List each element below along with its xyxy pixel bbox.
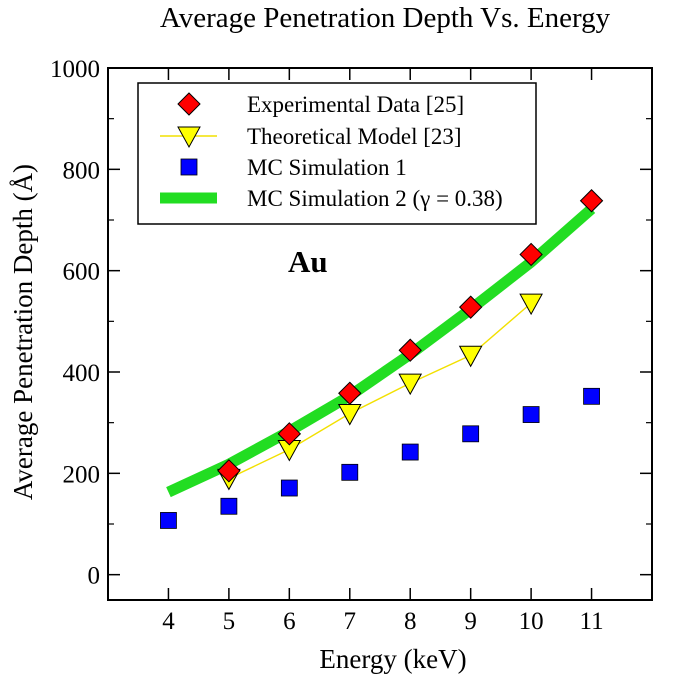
series-line-theoretical-model-23: [228, 302, 532, 480]
y-tick-label: 600: [63, 259, 101, 286]
point-mc-simulation-1-8: [401, 443, 419, 461]
point-mc-simulation-1-9: [462, 425, 480, 443]
y-tick-label: 800: [63, 157, 101, 184]
legend-marker-experimental-data-25: [177, 92, 201, 116]
x-tick-label: 4: [162, 608, 175, 635]
y-tick-label: 200: [63, 461, 101, 488]
legend-label-mc-simulation-1: MC Simulation 1: [247, 155, 407, 180]
point-mc-simulation-1-4: [160, 512, 177, 529]
plot-frame: [107, 67, 653, 601]
x-tick-label: 5: [223, 608, 236, 635]
chart-title: Average Penetration Depth Vs. Energy: [160, 2, 611, 34]
annotation-au: Au: [288, 244, 328, 279]
x-tick-label: 10: [519, 608, 544, 635]
x-tick-label: 6: [283, 608, 296, 635]
y-axis-label: Average Penetration Depth (Å): [8, 164, 38, 500]
point-experimental-data-25-6: [277, 422, 302, 446]
point-experimental-data-25-10: [519, 242, 543, 267]
point-experimental-data-25-7: [338, 381, 362, 405]
point-mc-simulation-1-6: [280, 479, 298, 497]
point-theoretical-model-23-8: [398, 373, 423, 396]
x-tick-label: 11: [580, 608, 604, 635]
point-mc-simulation-1-10: [522, 406, 540, 423]
legend-label-theoretical-model-23: Theoretical Model [23]: [247, 124, 462, 149]
series-line-mc-simulation-2-0-38: [166, 204, 596, 498]
point-mc-simulation-1-7: [341, 463, 359, 481]
x-tick-label: 9: [464, 608, 477, 635]
point-mc-simulation-1-11: [583, 387, 600, 405]
legend-label-experimental-data-25: Experimental Data [25]: [247, 92, 464, 117]
point-mc-simulation-1-5: [220, 497, 238, 515]
point-theoretical-model-23-10: [519, 293, 543, 316]
point-experimental-data-25-5: [217, 459, 241, 483]
point-theoretical-model-23-7: [337, 404, 362, 426]
legend-marker-mc-simulation-1: [180, 158, 198, 176]
legend-label-mc-simulation-2-0-38: MC Simulation 2 (γ = 0.38): [247, 186, 503, 211]
legend-marker-theoretical-model-23: [177, 126, 201, 149]
y-tick-label: 400: [63, 360, 101, 387]
point-theoretical-model-23-9: [458, 345, 483, 368]
x-tick-label: 7: [344, 608, 357, 635]
point-experimental-data-25-11: [579, 189, 604, 213]
x-axis-label: Energy (keV): [319, 644, 466, 674]
point-experimental-data-25-8: [398, 338, 422, 362]
x-tick-label: 8: [404, 608, 417, 635]
legend: Experimental Data [25] Theoretical Model …: [137, 82, 537, 225]
point-experimental-data-25-9: [458, 295, 483, 319]
y-tick-label: 0: [88, 563, 101, 590]
y-tick-label: 1000: [50, 56, 100, 83]
